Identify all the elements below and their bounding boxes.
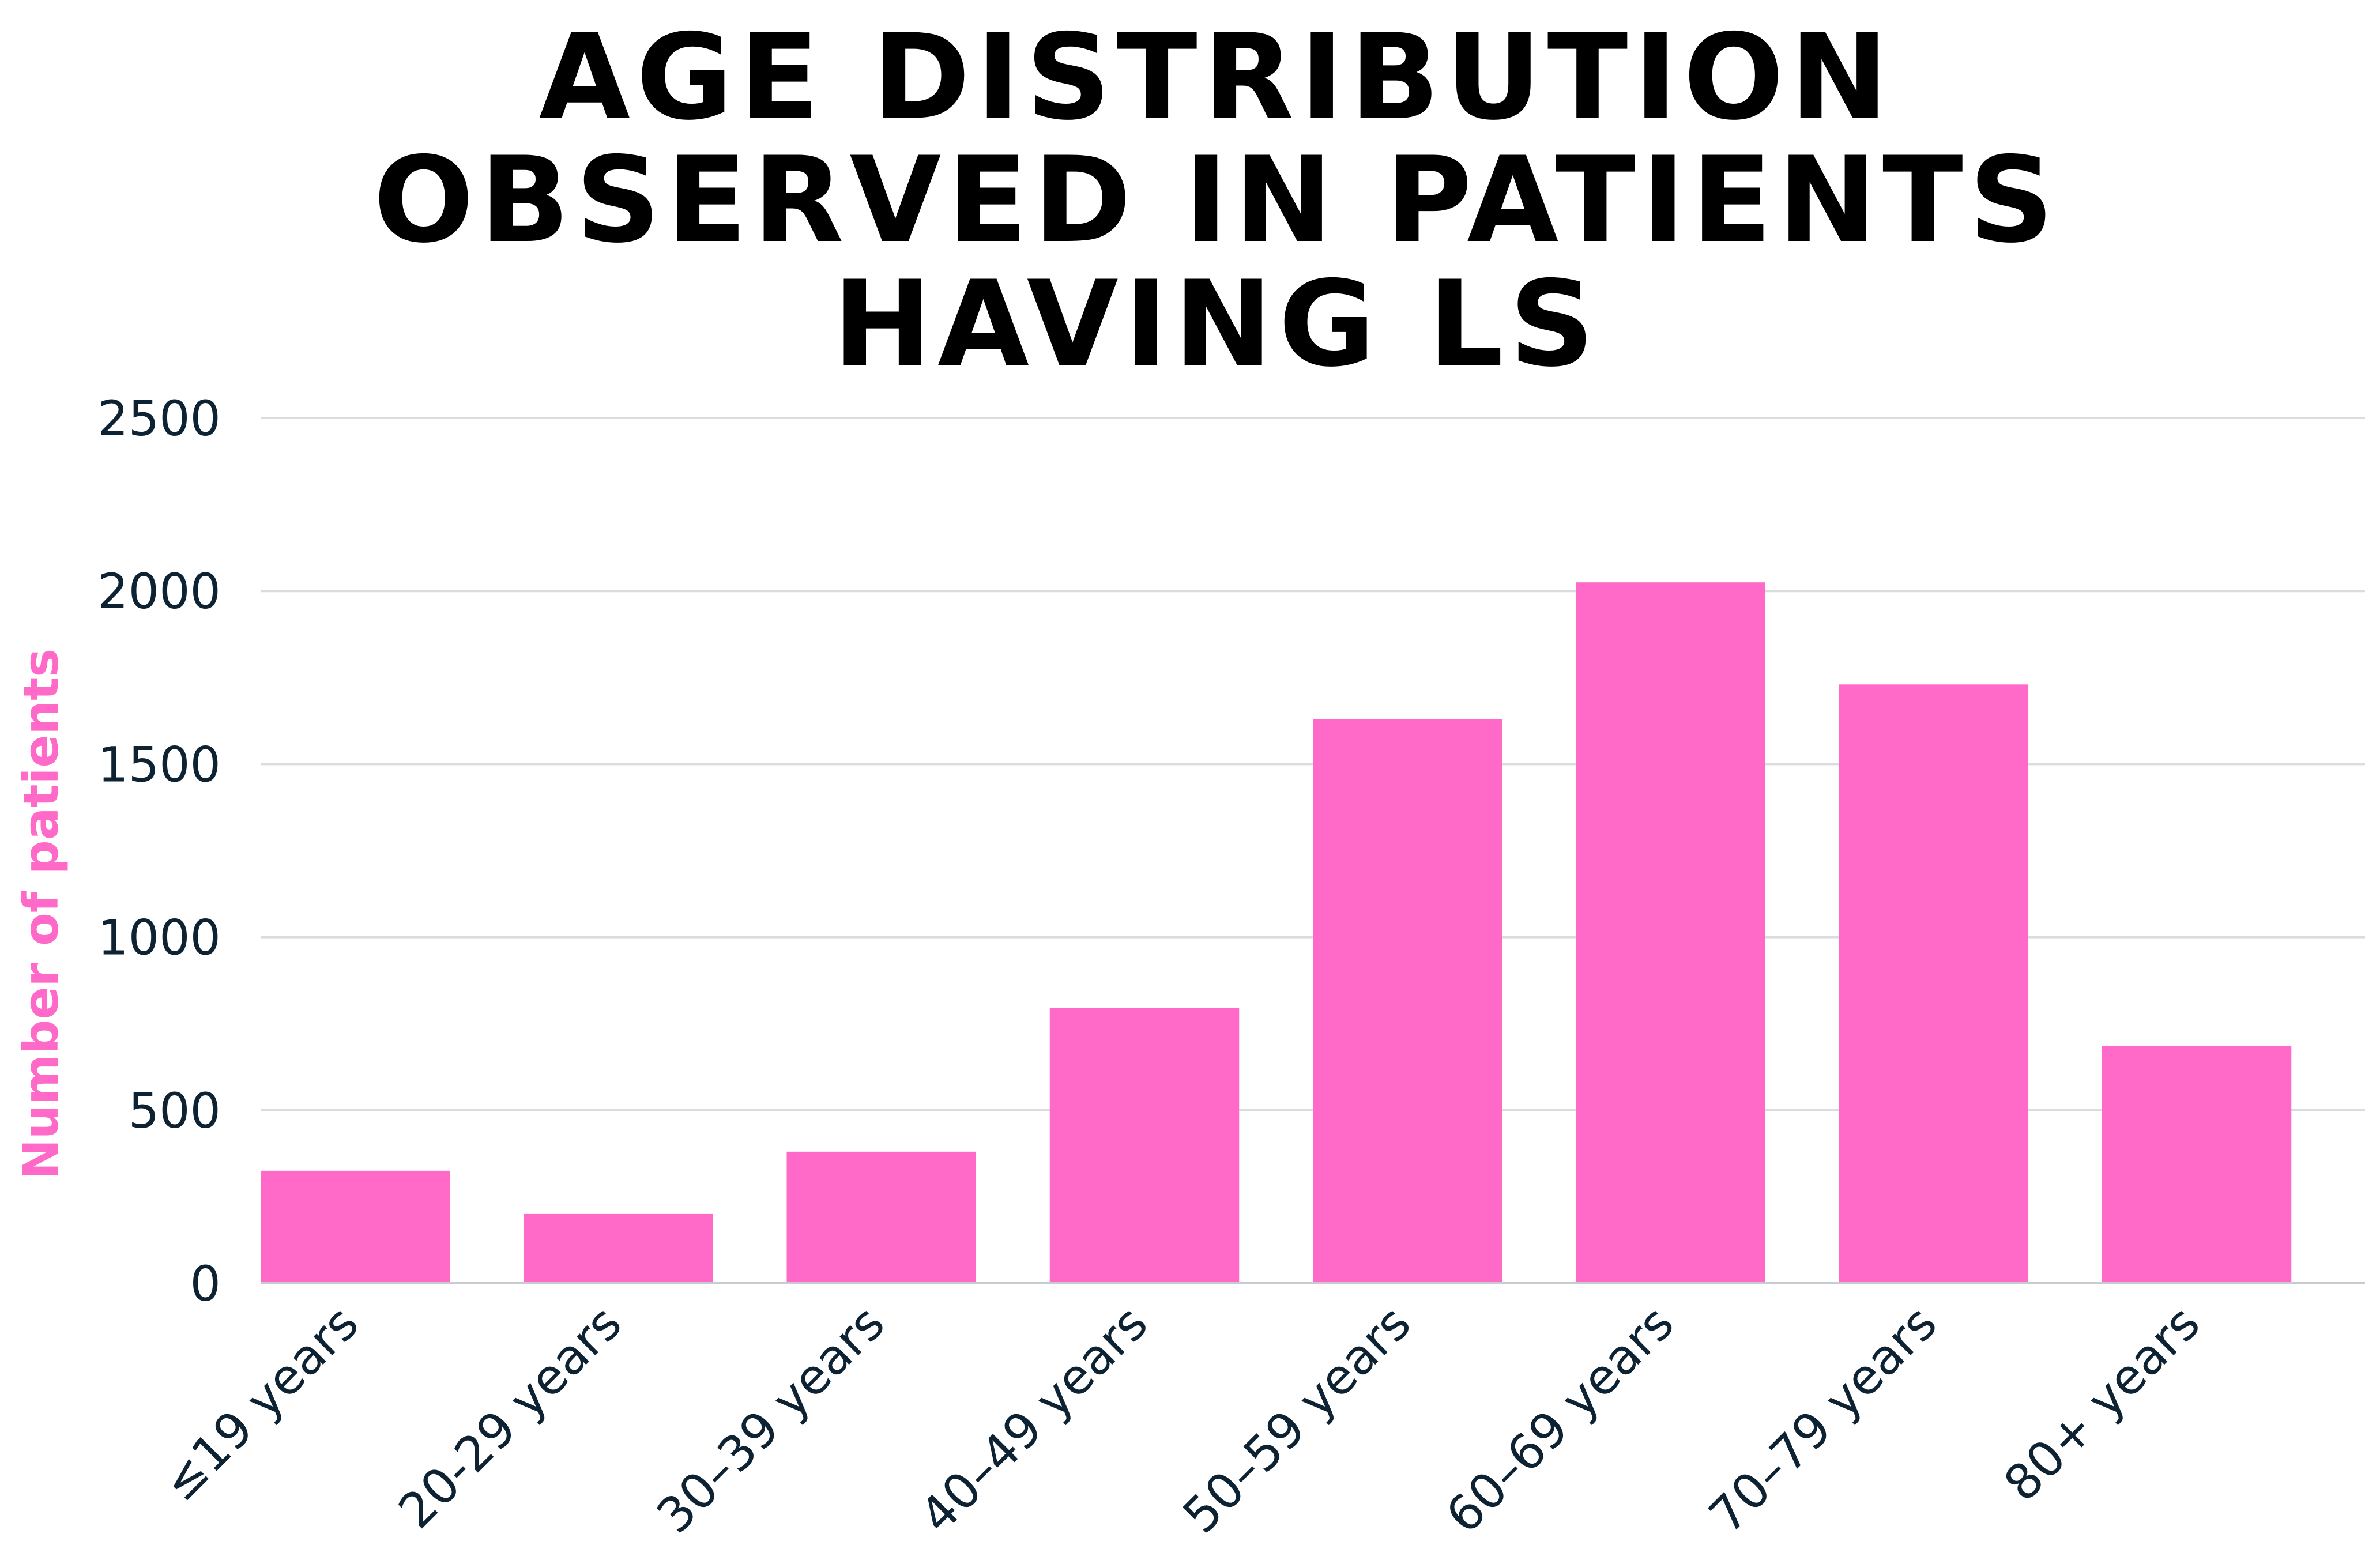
bar — [1576, 582, 1765, 1284]
y-axis-title: Number of patients — [13, 649, 69, 1180]
y-tick-label: 1500 — [97, 736, 221, 793]
y-axis-ticks: 0 500 1000 1500 2000 2500 — [97, 390, 221, 1312]
bar — [786, 1151, 976, 1283]
x-axis-category-labels: ≤19 years 20-29 years 30–39 years 40–49 yea… — [152, 1295, 2210, 1544]
bar — [2102, 1046, 2292, 1283]
x-tick-label: 50–59 years — [1172, 1295, 1421, 1544]
chart-title-line-2: OBSERVED IN PATIENTS — [374, 132, 2060, 269]
y-tick-label: 2000 — [97, 563, 221, 620]
x-tick-label: 80+ years — [1993, 1295, 2210, 1512]
y-tick-label: 2500 — [97, 390, 221, 447]
bar — [1839, 684, 2028, 1283]
bar — [261, 1170, 450, 1283]
chart-title-line-3: HAVING LS — [833, 256, 1601, 393]
x-tick-label: 70–79 years — [1698, 1295, 1947, 1544]
x-tick-label: 20-29 years — [387, 1295, 632, 1539]
chart-title: AGE DISTRIBUTION OBSERVED IN PATIENTS HA… — [374, 9, 2060, 393]
x-tick-label: ≤19 years — [152, 1295, 369, 1512]
x-tick-label: 30–39 years — [646, 1295, 895, 1544]
y-tick-label: 1000 — [97, 910, 221, 966]
chart-title-line-1: AGE DISTRIBUTION — [538, 9, 1894, 146]
bar — [524, 1213, 713, 1283]
bar — [1049, 1008, 1240, 1283]
bar — [1313, 719, 1502, 1283]
x-tick-label: 60–69 years — [1435, 1295, 1684, 1544]
y-tick-label: 500 — [129, 1083, 221, 1139]
bars — [261, 582, 2292, 1284]
x-tick-label: 40–49 years — [909, 1295, 1158, 1544]
y-tick-label: 0 — [190, 1256, 221, 1312]
